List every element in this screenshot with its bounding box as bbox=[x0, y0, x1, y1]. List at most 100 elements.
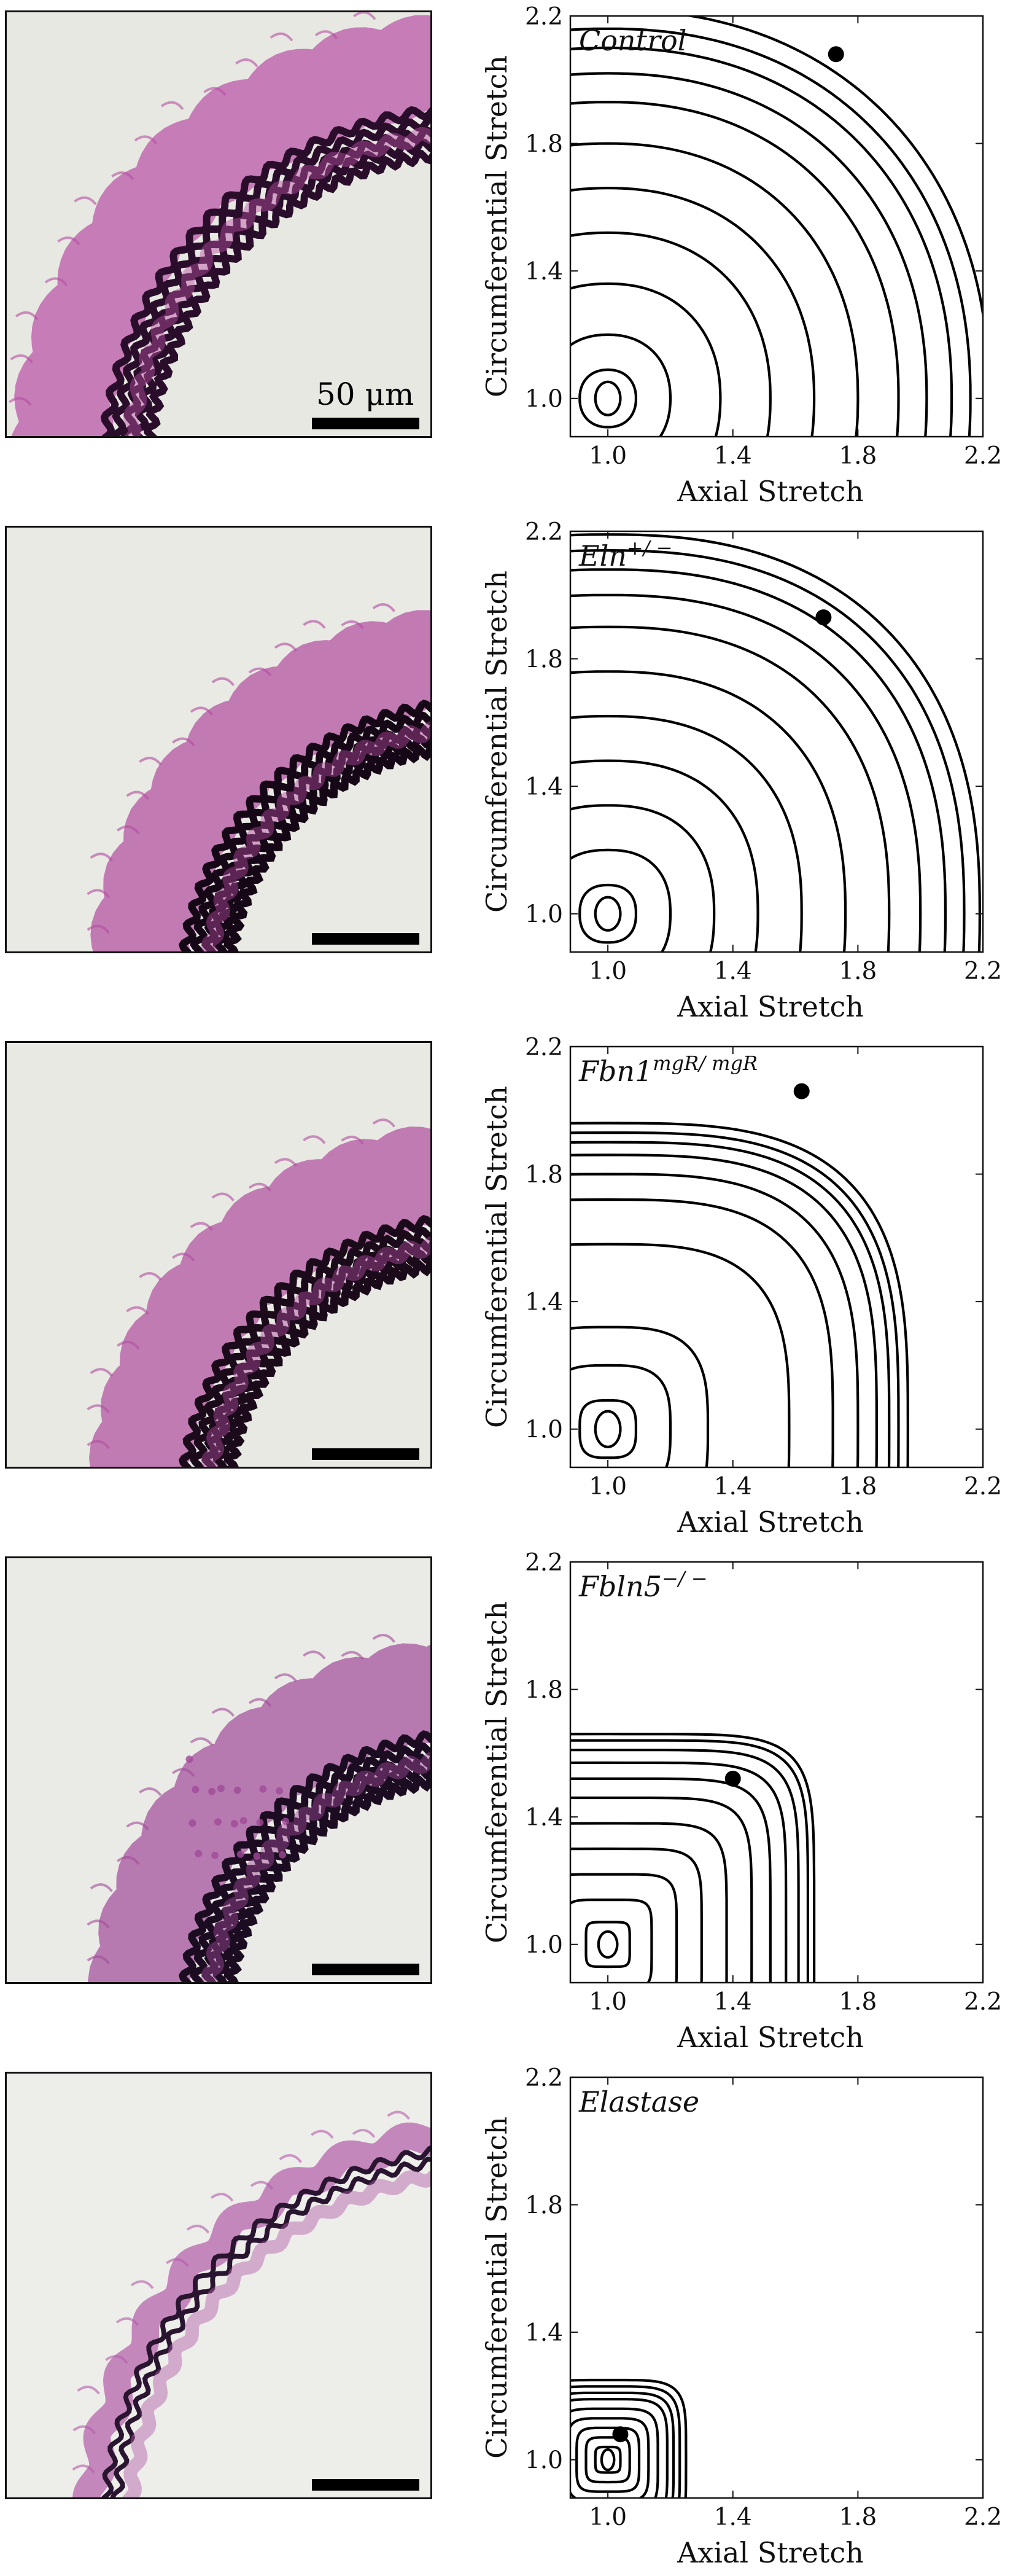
x-tick-label: 2.2 bbox=[964, 958, 1002, 985]
fiber-wisp bbox=[372, 603, 395, 612]
x-tick-label: 1.0 bbox=[589, 958, 627, 985]
contour-line bbox=[570, 282, 722, 437]
fiber-wisp bbox=[210, 2193, 234, 2202]
x-tick-label: 1.8 bbox=[839, 2504, 877, 2531]
contour-line bbox=[570, 1198, 834, 1467]
fiber-wisp bbox=[139, 1272, 162, 1281]
contour-line bbox=[570, 2407, 659, 2498]
fiber-wisp bbox=[134, 135, 158, 144]
contour-lines bbox=[570, 533, 982, 952]
y-axis-label: Circumferential Stretch bbox=[480, 571, 513, 913]
fiber-wisp bbox=[87, 1404, 110, 1413]
y-tick-label: 2.2 bbox=[525, 1549, 563, 1577]
elastic-lamella bbox=[110, 2156, 430, 2497]
cell-dot bbox=[185, 1755, 193, 1763]
contour-line bbox=[570, 848, 672, 952]
x-tick-label: 1.4 bbox=[714, 2504, 752, 2531]
elastic-lamella bbox=[212, 733, 430, 951]
histology-image bbox=[5, 1041, 432, 1469]
contour-line bbox=[594, 1410, 622, 1448]
contour-line bbox=[584, 2436, 631, 2484]
y-tick-label: 1.8 bbox=[525, 131, 563, 158]
y-tick-label: 1.8 bbox=[525, 2192, 563, 2220]
y-tick-label: 1.4 bbox=[525, 773, 563, 801]
elastic-lamella bbox=[201, 1754, 430, 1982]
x-tick-label: 2.2 bbox=[964, 1988, 1002, 2016]
x-tick-label: 1.4 bbox=[714, 442, 752, 470]
contour-line bbox=[570, 1822, 728, 1983]
cell-dot bbox=[233, 1786, 241, 1794]
contour-plot: 1.0 1.4 1.8 2.2 1.0 1.4 1.8 2.2 Axial Stretch Cir… bbox=[468, 0, 1013, 515]
x-tick-label: 1.8 bbox=[839, 442, 877, 470]
contour-line bbox=[594, 896, 622, 932]
x-tick-label: 1.4 bbox=[714, 1473, 752, 1501]
contour-chart: 1.0 1.4 1.8 2.2 1.0 1.4 1.8 2.2 Axial Stretch Cir… bbox=[480, 3, 1002, 508]
y-axis-label: Circumferential Stretch bbox=[480, 2117, 513, 2459]
fiber-wisp bbox=[171, 1252, 195, 1262]
fiber-wisp bbox=[130, 2280, 154, 2289]
fiber-wisp bbox=[190, 706, 214, 716]
fiber-wisp bbox=[126, 1306, 149, 1316]
fiber-wisp bbox=[341, 1135, 364, 1145]
x-tick-label: 1.0 bbox=[589, 442, 627, 470]
panel-row-elastase: 1.0 1.4 1.8 2.2 1.0 1.4 1.8 2.2 Axial Stretch Cir… bbox=[0, 2061, 1013, 2576]
plot-frame bbox=[569, 530, 984, 953]
fiber-wisp bbox=[171, 1768, 195, 1778]
y-tick-label: 1.4 bbox=[525, 258, 563, 286]
elastic-lamella bbox=[131, 138, 430, 436]
data-point bbox=[815, 609, 832, 626]
contour-line bbox=[570, 1122, 909, 1467]
contour-line bbox=[570, 1131, 900, 1467]
contour-line bbox=[570, 1141, 891, 1467]
fiber-wisp bbox=[352, 12, 376, 20]
elastic-lamella bbox=[223, 743, 430, 951]
x-axis-label: Axial Stretch bbox=[677, 990, 864, 1023]
fiber-wisp bbox=[90, 853, 114, 862]
contour-line bbox=[570, 72, 928, 437]
fiber-wisp bbox=[9, 397, 32, 406]
adventitia-layer bbox=[89, 1126, 430, 1467]
elastic-lamella bbox=[178, 1214, 430, 1467]
contour-line bbox=[570, 46, 953, 437]
fiber-wisp bbox=[117, 1856, 140, 1865]
contour-line bbox=[570, 1873, 678, 1983]
scale-bar bbox=[312, 1448, 419, 1460]
fiber-wisp bbox=[77, 2386, 100, 2395]
contour-line bbox=[570, 1749, 800, 1983]
fiber-wisp bbox=[72, 2425, 96, 2435]
x-tick-label: 1.0 bbox=[589, 2504, 627, 2531]
contour-line bbox=[570, 27, 972, 437]
y-tick-label: 1.8 bbox=[525, 646, 563, 674]
adventitia-layer bbox=[90, 610, 430, 951]
y-tick-label: 2.2 bbox=[525, 1034, 563, 1061]
fiber-wisp bbox=[117, 1340, 140, 1350]
fiber-wisp bbox=[248, 1182, 272, 1192]
contour-line bbox=[683, 16, 983, 322]
elastic-lamella bbox=[178, 699, 430, 951]
cell-dot bbox=[188, 1819, 196, 1827]
y-axis-label: Circumferential Stretch bbox=[480, 1086, 513, 1428]
media-layer bbox=[201, 720, 430, 951]
elastic-lamella bbox=[223, 1774, 430, 1982]
y-tick-label: 1.0 bbox=[525, 901, 563, 929]
cell-dot bbox=[195, 1849, 203, 1857]
contour-line bbox=[570, 1847, 703, 1983]
y-tick-label: 2.2 bbox=[525, 2064, 563, 2092]
plot-frame bbox=[569, 15, 984, 438]
y-tick-label: 1.4 bbox=[525, 2319, 563, 2347]
panel-label: Elastase bbox=[578, 2085, 699, 2118]
contour-line bbox=[570, 333, 672, 437]
fiber-wisp bbox=[303, 1135, 326, 1144]
fiber-wisp bbox=[166, 2258, 189, 2267]
fiber-wisp bbox=[235, 58, 258, 68]
fiber-wisp bbox=[111, 171, 134, 181]
contour-line bbox=[570, 1796, 753, 1983]
contour-line bbox=[570, 714, 803, 952]
histology-drawing bbox=[72, 2110, 430, 2497]
cell-dot bbox=[276, 1787, 284, 1795]
contour-line bbox=[570, 1364, 672, 1467]
elastic-lamella bbox=[178, 1730, 430, 1982]
x-tick-label: 1.4 bbox=[714, 1988, 752, 2016]
contour-line bbox=[570, 533, 982, 952]
elastic-lamella bbox=[101, 2145, 430, 2497]
